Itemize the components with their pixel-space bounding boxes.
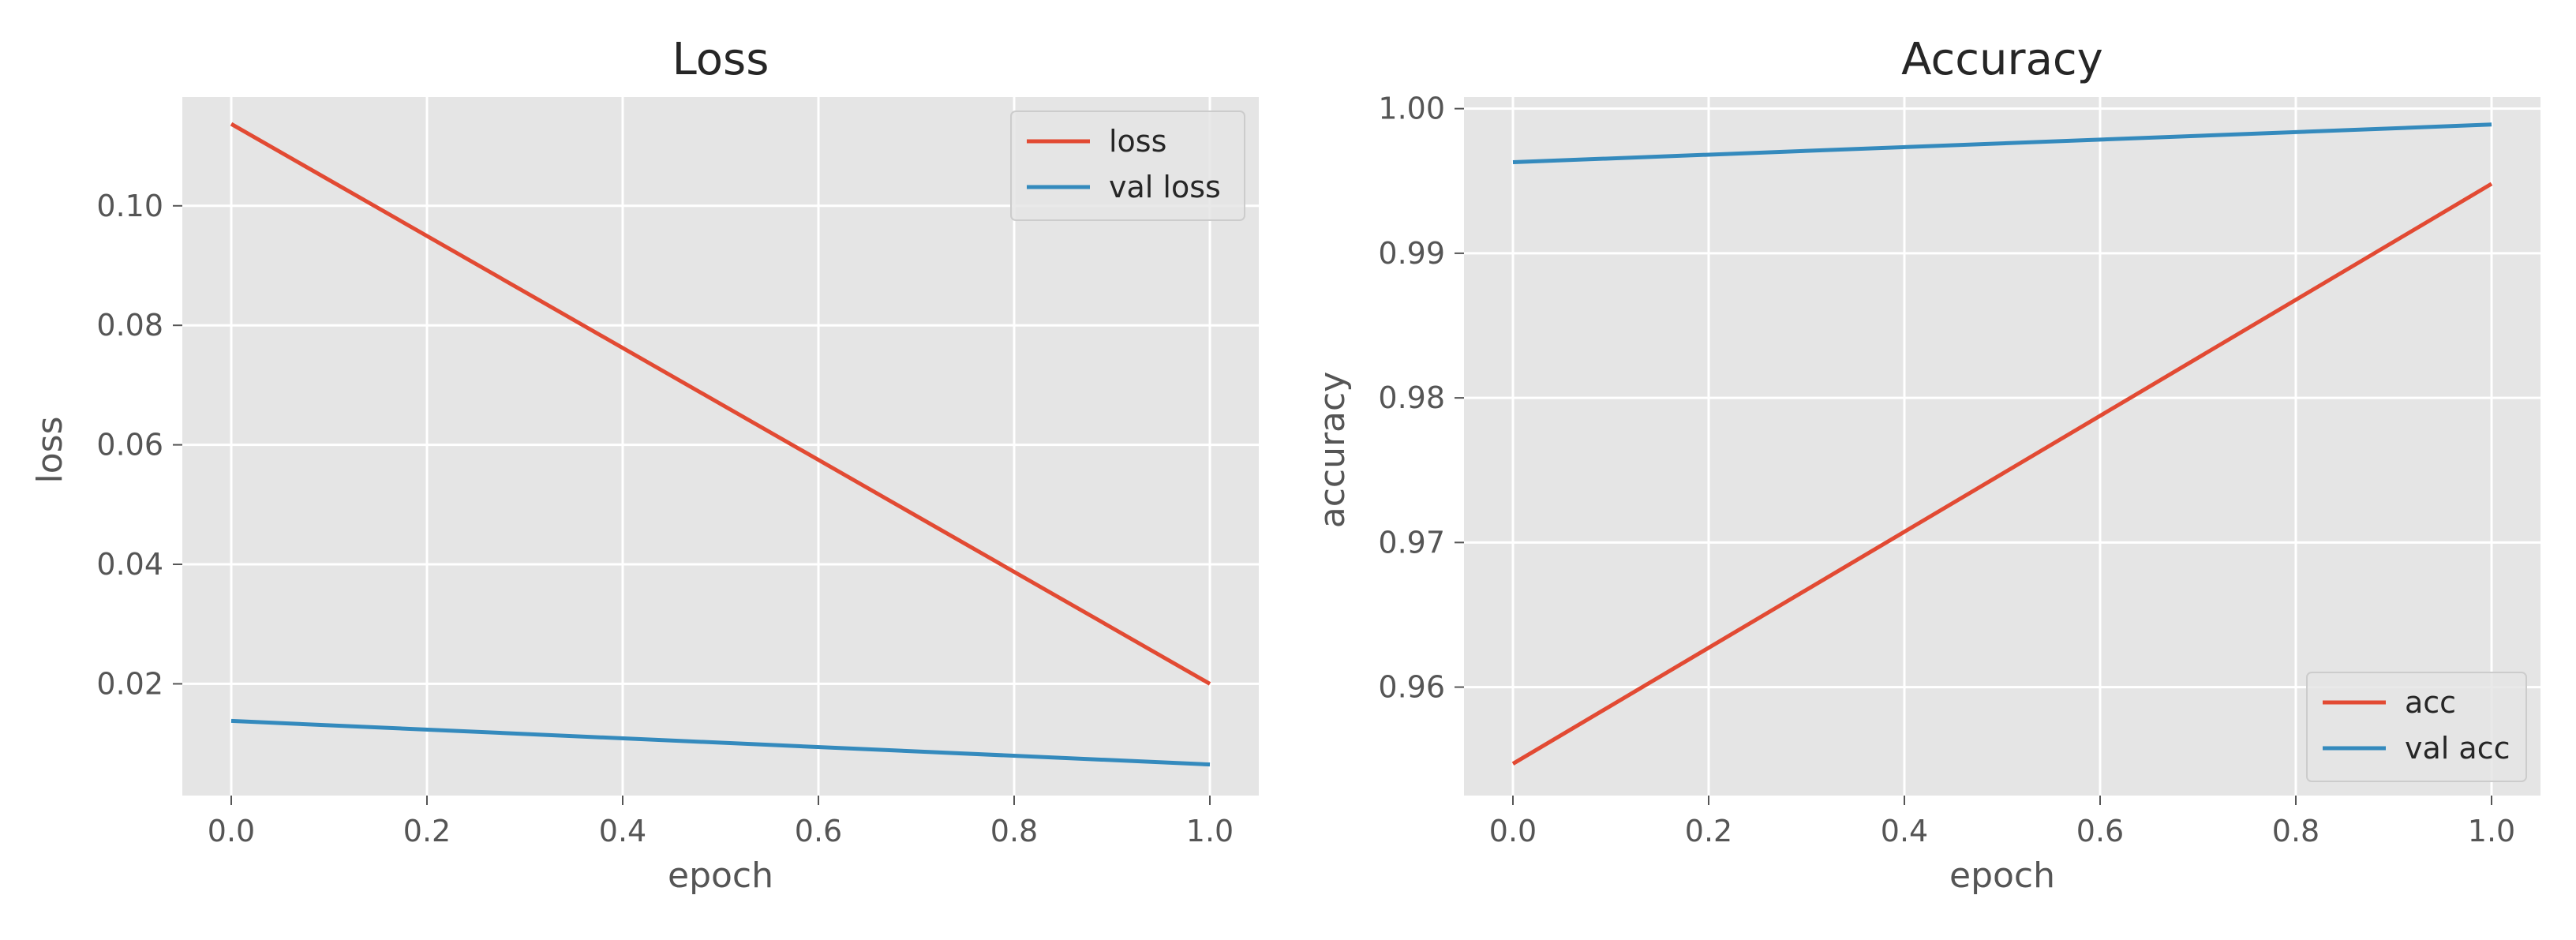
loss-y-tick-label: 0.10	[96, 189, 163, 223]
accuracy-legend: acc val acc	[2306, 672, 2527, 782]
accuracy-y-tick-label: 0.98	[1378, 380, 1445, 415]
loss-y-tick-label: 0.08	[96, 308, 163, 343]
accuracy-x-tick-label: 0.6	[2076, 814, 2124, 848]
accuracy-x-tick-label: 0.2	[1685, 814, 1732, 848]
loss-legend-box	[1010, 110, 1245, 221]
loss-x-tick-label: 0.4	[599, 814, 646, 848]
accuracy-y-axis-label: accuracy	[1312, 372, 1353, 529]
accuracy-lines	[1511, 122, 2493, 766]
loss-series-line-loss	[230, 122, 1211, 686]
accuracy-legend-label: acc	[2405, 685, 2456, 720]
loss-legend-label: loss	[1109, 124, 1166, 159]
accuracy-x-axis-label: epoch	[1949, 856, 2055, 896]
loss-y-axis-label: loss	[30, 417, 70, 484]
loss-chart: 0.0 0.2 0.4 0.6 0.8 1.0 0.02 0.04 0.06 0.08 0.10 L…	[30, 34, 1259, 896]
loss-chart-title: Loss	[672, 34, 769, 85]
accuracy-x-tick-label: 0.8	[2272, 814, 2320, 848]
loss-y-tick-label: 0.06	[96, 428, 163, 463]
accuracy-y-tick-label: 0.97	[1378, 525, 1445, 560]
loss-legend: loss val loss	[1010, 110, 1245, 221]
accuracy-legend-box	[2306, 672, 2527, 782]
accuracy-x-tick-label: 1.0	[2468, 814, 2515, 848]
loss-lines	[230, 122, 1211, 767]
loss-y-tick-label: 0.02	[96, 666, 163, 701]
loss-legend-label: val loss	[1109, 170, 1221, 204]
loss-series-line-val-loss	[230, 718, 1211, 767]
accuracy-y-tick-label: 0.99	[1378, 236, 1445, 271]
loss-x-tick-label: 0.6	[795, 814, 842, 848]
accuracy-series-line-val-acc	[1512, 122, 2492, 164]
loss-y-tick-label: 0.04	[96, 547, 163, 582]
loss-x-tick-label: 0.8	[990, 814, 1038, 848]
accuracy-y-tick-label: 0.96	[1378, 670, 1445, 705]
accuracy-legend-label: val acc	[2405, 731, 2510, 766]
loss-ticks: 0.0 0.2 0.4 0.6 0.8 1.0 0.02 0.04 0.06 0.08 0.10	[96, 189, 1234, 848]
accuracy-ticks: 0.0 0.2 0.4 0.6 0.8 1.0 0.96 0.97 0.98 0.99 1.00	[1378, 92, 2515, 848]
accuracy-x-tick-label: 0.0	[1489, 814, 1537, 848]
loss-x-tick-label: 0.0	[208, 814, 255, 848]
accuracy-chart-title: Accuracy	[1901, 34, 2103, 85]
loss-x-tick-label: 0.2	[403, 814, 451, 848]
accuracy-x-tick-label: 0.4	[1881, 814, 1928, 848]
accuracy-series-line-acc	[1511, 182, 2493, 766]
loss-x-axis-label: epoch	[668, 856, 773, 896]
accuracy-chart: 0.0 0.2 0.4 0.6 0.8 1.0 0.96 0.97 0.98 0.99 1.00 A…	[1312, 34, 2540, 896]
accuracy-grid	[1464, 97, 2540, 796]
loss-x-tick-label: 1.0	[1186, 814, 1234, 848]
accuracy-y-tick-label: 1.00	[1378, 92, 1445, 126]
